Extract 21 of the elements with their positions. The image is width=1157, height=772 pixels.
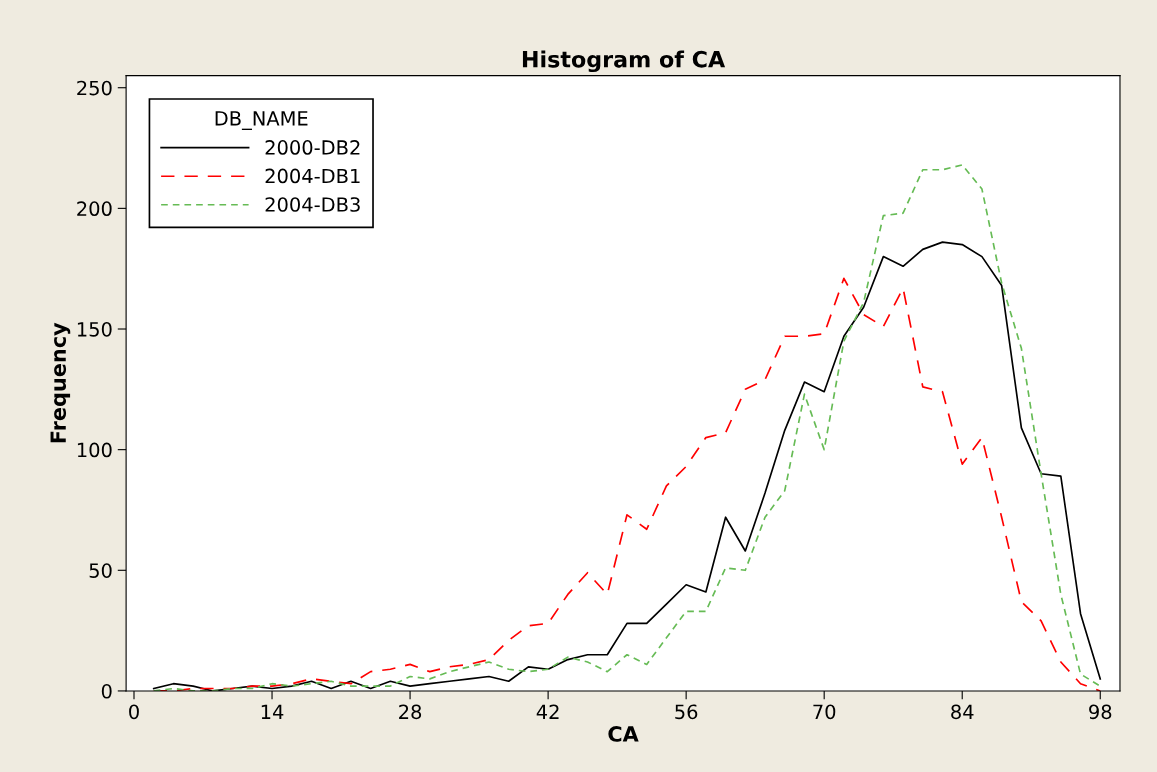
legend-label: 2004-DB3 [265, 197, 360, 212]
x-tick-label: 84 [951, 704, 974, 720]
y-tick-label: 100 [77, 442, 112, 458]
x-tick-label: 28 [399, 704, 422, 720]
x-axis-title: CA [608, 726, 639, 742]
x-tick-label: 56 [675, 704, 698, 720]
legend-label: 2004-DB1 [265, 168, 360, 184]
chart-title: Histogram of CA [522, 50, 726, 73]
y-tick-label: 250 [77, 80, 112, 96]
y-tick-label: 150 [77, 321, 112, 337]
y-axis-title: Frequency [50, 322, 71, 443]
x-tick-label: 14 [261, 704, 284, 719]
x-tick-label: 98 [1089, 704, 1112, 720]
x-tick-label: 0 [129, 704, 139, 720]
y-tick-label: 0 [101, 683, 112, 699]
y-tick-label: 200 [77, 201, 112, 217]
legend-title: DB_NAME [215, 111, 308, 131]
x-tick-label: 42 [536, 704, 559, 719]
x-tick-label: 70 [813, 704, 836, 720]
y-tick-label: 50 [89, 563, 112, 578]
legend-label: 2000-DB2 [265, 140, 360, 155]
